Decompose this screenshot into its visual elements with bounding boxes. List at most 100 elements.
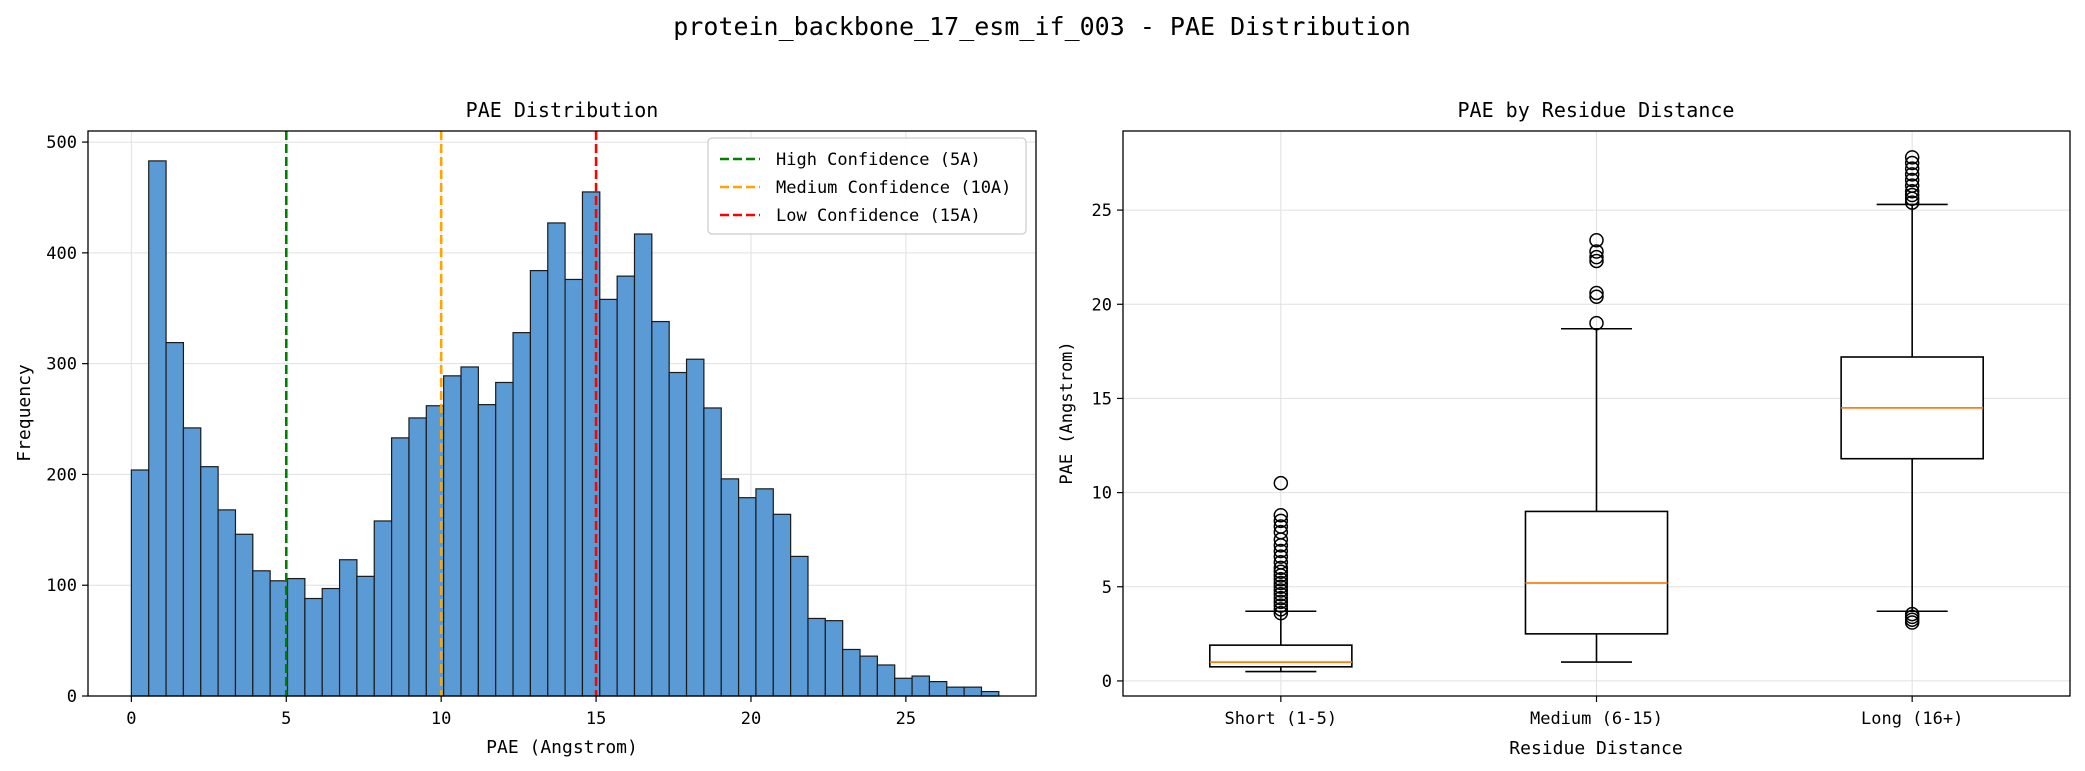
histogram-y-tick-label-5: 500 bbox=[46, 133, 77, 153]
histogram-bar-21 bbox=[495, 381, 514, 697]
histogram-bar-25 bbox=[564, 278, 584, 697]
box-2-outlier-7 bbox=[1904, 184, 1920, 199]
histogram-bar-47 bbox=[946, 686, 965, 697]
box-0-outlier-0 bbox=[1273, 605, 1289, 621]
histogram-y-ticks: 0 100 200 300 400 500 bbox=[46, 133, 88, 707]
box-0-outlier-6 bbox=[1273, 583, 1289, 598]
histogram-bar-31 bbox=[668, 371, 688, 697]
histogram-bar-1 bbox=[148, 160, 167, 697]
box-0-outlier-14 bbox=[1273, 549, 1289, 564]
boxplot-y-label: PAE (Angstrom) bbox=[1057, 341, 1077, 484]
histogram-bar-19 bbox=[460, 366, 479, 697]
histogram-bar-49 bbox=[980, 690, 1000, 697]
boxplot-panel: Short (1-5) Medium (6-15) Long (16+) 0 5 10 1… bbox=[1057, 98, 2071, 759]
histogram-bar-14 bbox=[373, 520, 393, 697]
histogram-bar-32 bbox=[685, 358, 705, 697]
histogram-axes-frame bbox=[87, 130, 1037, 697]
boxplot-y-ticks: 0 5 10 15 20 25 bbox=[1092, 201, 1123, 692]
histogram-bar-43 bbox=[876, 664, 896, 697]
histogram-x-tick-label-1: 5 bbox=[281, 709, 291, 729]
boxplot-y-tick-label-2: 10 bbox=[1092, 484, 1112, 504]
box-0-iqr bbox=[1209, 644, 1353, 668]
histogram-bar-39 bbox=[807, 617, 826, 697]
histogram-bar-34 bbox=[720, 478, 740, 697]
box-1-outlier-3 bbox=[1589, 253, 1604, 269]
histogram-bar-0 bbox=[130, 469, 150, 697]
box-2-outlier-11 bbox=[1904, 161, 1920, 176]
boxplot-title: PAE by Residue Distance bbox=[1458, 98, 1735, 122]
histogram-bars bbox=[130, 160, 1000, 697]
histogram-bar-42 bbox=[859, 655, 878, 697]
box-0-outlier-21 bbox=[1273, 507, 1289, 523]
histogram-title: PAE Distribution bbox=[466, 98, 659, 122]
box-2-outlier-10 bbox=[1904, 167, 1920, 182]
boxplot-y-tick-label-4: 20 bbox=[1092, 295, 1112, 315]
box-1-outlier-2 bbox=[1589, 285, 1604, 301]
histogram-x-ticks: 0 5 10 15 20 25 bbox=[126, 696, 916, 729]
histogram-bar-11 bbox=[321, 587, 341, 697]
histogram-bar-48 bbox=[963, 686, 983, 697]
box-0-outlier-19 bbox=[1273, 519, 1289, 534]
histogram-bar-15 bbox=[391, 437, 410, 697]
box-2 bbox=[1840, 150, 1984, 630]
histogram-y-label: Frequency bbox=[14, 364, 35, 462]
histogram-bar-4 bbox=[200, 466, 219, 697]
histogram-bar-27 bbox=[599, 298, 618, 697]
histogram-y-tick-label-3: 300 bbox=[46, 355, 77, 375]
histogram-y-tick-label-0: 0 bbox=[67, 687, 77, 707]
histogram-bar-9 bbox=[286, 577, 306, 697]
boxplot-x-tick-label-0: Short (1-5) bbox=[1225, 709, 1338, 729]
box-0-outlier-5 bbox=[1273, 587, 1289, 602]
legend-label-low: Low Confidence (15A) bbox=[776, 206, 981, 226]
box-0-outlier-20 bbox=[1273, 513, 1289, 529]
box-0-outlier-11 bbox=[1273, 564, 1289, 579]
figure-suptitle: protein_backbone_17_esm_if_003 - PAE Dis… bbox=[673, 12, 1411, 41]
box-0-outlier-8 bbox=[1273, 575, 1289, 591]
legend-label-high: High Confidence (5A) bbox=[776, 150, 981, 170]
histogram-bar-6 bbox=[234, 533, 254, 697]
histogram-bar-12 bbox=[338, 559, 358, 697]
box-0-outlier-12 bbox=[1273, 560, 1289, 576]
histogram-y-tick-label-4: 400 bbox=[46, 244, 77, 264]
histogram-x-tick-label-0: 0 bbox=[126, 709, 136, 729]
histogram-bar-3 bbox=[182, 427, 202, 697]
box-0-outlier-13 bbox=[1273, 555, 1289, 570]
histogram-bar-5 bbox=[217, 509, 237, 697]
box-0-outlier-2 bbox=[1273, 598, 1289, 613]
histogram-bar-46 bbox=[928, 680, 948, 697]
histogram-y-tick-label-2: 200 bbox=[46, 465, 77, 485]
box-1-iqr bbox=[1524, 510, 1669, 635]
boxplot-x-ticks: Short (1-5) Medium (6-15) Long (16+) bbox=[1225, 696, 1963, 729]
histogram-bar-2 bbox=[165, 341, 185, 697]
box-0-outlier-9 bbox=[1273, 571, 1289, 587]
box-2-outlier-13 bbox=[1904, 150, 1920, 165]
box-2-outlier-6 bbox=[1904, 187, 1920, 203]
box-0-outlier-22 bbox=[1273, 475, 1289, 491]
histogram-bar-7 bbox=[252, 570, 271, 697]
histogram-bar-22 bbox=[512, 332, 531, 697]
threshold-lines bbox=[284, 131, 598, 696]
boxplot-y-tick-label-0: 0 bbox=[1102, 672, 1112, 692]
histogram-bar-33 bbox=[703, 407, 722, 697]
box-1 bbox=[1524, 232, 1669, 663]
box-1-outlier-5 bbox=[1589, 244, 1604, 259]
histogram-bar-10 bbox=[304, 597, 323, 697]
histogram-panel: 0 5 10 15 20 25 0 100 200 300 400 500 PAE Distribu… bbox=[14, 98, 1037, 758]
box-0-outlier-1 bbox=[1273, 602, 1289, 617]
histogram-x-tick-label-3: 15 bbox=[586, 709, 606, 729]
boxplot-y-tick-label-5: 25 bbox=[1092, 201, 1112, 221]
histogram-x-label: PAE (Angstrom) bbox=[486, 737, 638, 758]
histogram-bar-13 bbox=[356, 575, 375, 697]
boxplot-x-tick-label-2: Long (16+) bbox=[1861, 709, 1963, 729]
boxplot-x-tick-label-1: Medium (6-15) bbox=[1530, 709, 1663, 729]
boxplot-y-tick-label-1: 5 bbox=[1102, 578, 1112, 598]
histogram-bar-8 bbox=[269, 580, 289, 697]
histogram-bar-29 bbox=[633, 233, 653, 697]
histogram-x-tick-label-5: 25 bbox=[896, 709, 916, 729]
histogram-bar-41 bbox=[842, 648, 861, 697]
histogram-bar-35 bbox=[737, 497, 757, 697]
box-1-outlier-4 bbox=[1589, 249, 1604, 265]
histogram-legend: High Confidence (5A) Medium Confidence (… bbox=[707, 137, 1027, 235]
histogram-bar-16 bbox=[408, 417, 427, 697]
